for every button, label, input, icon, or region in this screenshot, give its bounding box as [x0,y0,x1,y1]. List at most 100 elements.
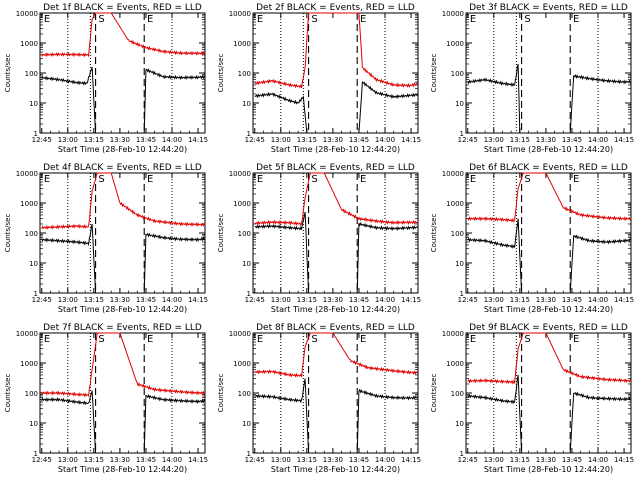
x-tick-label: 12:45 [245,456,265,464]
marker-label: E [147,174,153,185]
x-axis-label: Start Time (28-Feb-10 12:44:20) [58,305,187,314]
x-tick-label: 13:45 [136,296,156,304]
marker-label: E [360,174,366,185]
y-tick-label: 1 [247,130,251,138]
x-tick-label: 14:15 [188,296,208,304]
y-tick-label: 10000 [229,170,251,178]
plot-frame [465,12,632,134]
x-tick-label: 12:45 [32,136,52,144]
y-tick-label: 1 [34,290,38,298]
x-tick-label: 12:45 [458,136,478,144]
y-axis-label: Counts/sec [430,54,438,93]
x-tick-label: 13:15 [297,296,317,304]
lld-series-line [41,172,206,230]
x-tick-label: 13:15 [510,456,530,464]
plot-title: Det 9f BLACK = Events, RED = LLD [469,323,628,333]
y-tick-label: 10000 [229,330,251,338]
x-axis-label: Start Time (28-Feb-10 12:44:20) [58,465,187,474]
marker-label: E [360,334,366,345]
x-tick-label: 13:00 [58,136,78,144]
y-tick-label: 10 [242,260,251,268]
marker-label: S [524,334,530,345]
marker-label: E [44,174,50,185]
lld-series-line [254,12,419,89]
x-tick-label: 13:15 [510,136,530,144]
detector-plot: Det 4f BLACK = Events, RED = LLD 1 10 100 10… [4,163,208,314]
marker-label: E [360,14,366,25]
y-axis-label: Counts/sec [217,214,225,253]
marker-label: E [573,334,579,345]
marker-label: E [470,14,476,25]
marker-label: S [98,14,104,25]
marker-label: S [311,334,317,345]
x-axis-label: Start Time (28-Feb-10 12:44:20) [271,465,400,474]
x-tick-label: 13:15 [297,456,317,464]
x-tick-label: 13:45 [562,136,582,144]
marker-label: E [573,174,579,185]
x-tick-label: 13:30 [536,296,556,304]
x-tick-label: 13:45 [562,456,582,464]
x-tick-label: 13:30 [323,296,343,304]
detector-plot: Det 3f BLACK = Events, RED = LLD 1 10 100 10… [430,3,634,154]
plot-title: Det 7f BLACK = Events, RED = LLD [43,323,202,333]
detector-plot: Det 7f BLACK = Events, RED = LLD 1 10 100 10… [4,323,208,474]
marker-label: E [147,14,153,25]
y-tick-label: 1000 [20,200,38,208]
detector-plot: Det 2f BLACK = Events, RED = LLD 1 10 100 10… [217,3,421,154]
y-tick-label: 10000 [16,10,38,18]
x-tick-label: 13:00 [484,296,504,304]
x-tick-label: 13:45 [349,296,369,304]
y-tick-label: 1 [34,450,38,458]
x-tick-label: 13:30 [110,136,130,144]
x-tick-label: 12:45 [245,136,265,144]
marker-label: S [98,174,104,185]
y-axis-label: Counts/sec [4,214,12,253]
y-tick-label: 10000 [16,170,38,178]
detector-plot: Det 6f BLACK = Events, RED = LLD 1 10 100 10… [430,163,634,314]
y-tick-label: 10000 [229,10,251,18]
y-axis-label: Counts/sec [430,374,438,413]
marker-label: E [44,334,50,345]
x-tick-label: 13:30 [323,456,343,464]
plot-frame [252,172,419,294]
x-tick-label: 14:00 [162,456,182,464]
x-tick-label: 12:45 [458,456,478,464]
x-tick-label: 13:30 [536,456,556,464]
y-tick-label: 10 [29,260,38,268]
plot-frame [252,12,419,134]
events-series-line [467,63,632,134]
x-tick-label: 13:00 [58,456,78,464]
x-tick-label: 13:30 [110,296,130,304]
lld-series-line [254,172,419,227]
y-tick-label: 1 [247,290,251,298]
x-tick-label: 13:15 [510,296,530,304]
x-tick-label: 13:00 [58,296,78,304]
events-series-line [41,390,206,454]
y-tick-label: 10 [242,100,251,108]
y-tick-label: 10 [242,420,251,428]
events-series-line [467,218,632,294]
lld-series-line [467,332,632,385]
y-tick-label: 1000 [233,40,251,48]
marker-label: E [470,174,476,185]
marker-label: E [147,334,153,345]
x-tick-label: 14:00 [375,296,395,304]
y-tick-label: 100 [451,230,464,238]
events-series-line [41,66,206,134]
marker-label: S [98,334,104,345]
x-tick-label: 12:45 [32,456,52,464]
x-tick-label: 13:45 [349,136,369,144]
y-tick-label: 1000 [233,200,251,208]
lld-series-line [467,172,632,223]
marker-label: E [573,14,579,25]
marker-label: E [257,174,263,185]
x-tick-label: 13:45 [349,456,369,464]
y-tick-label: 1000 [446,40,464,48]
detector-plot: Det 8f BLACK = Events, RED = LLD 1 10 100 10… [217,323,421,474]
x-tick-label: 13:30 [323,136,343,144]
plot-title: Det 5f BLACK = Events, RED = LLD [256,163,415,173]
x-axis-label: Start Time (28-Feb-10 12:44:20) [484,305,613,314]
y-tick-label: 100 [25,390,38,398]
x-tick-label: 14:00 [375,456,395,464]
marker-label: S [311,14,317,25]
